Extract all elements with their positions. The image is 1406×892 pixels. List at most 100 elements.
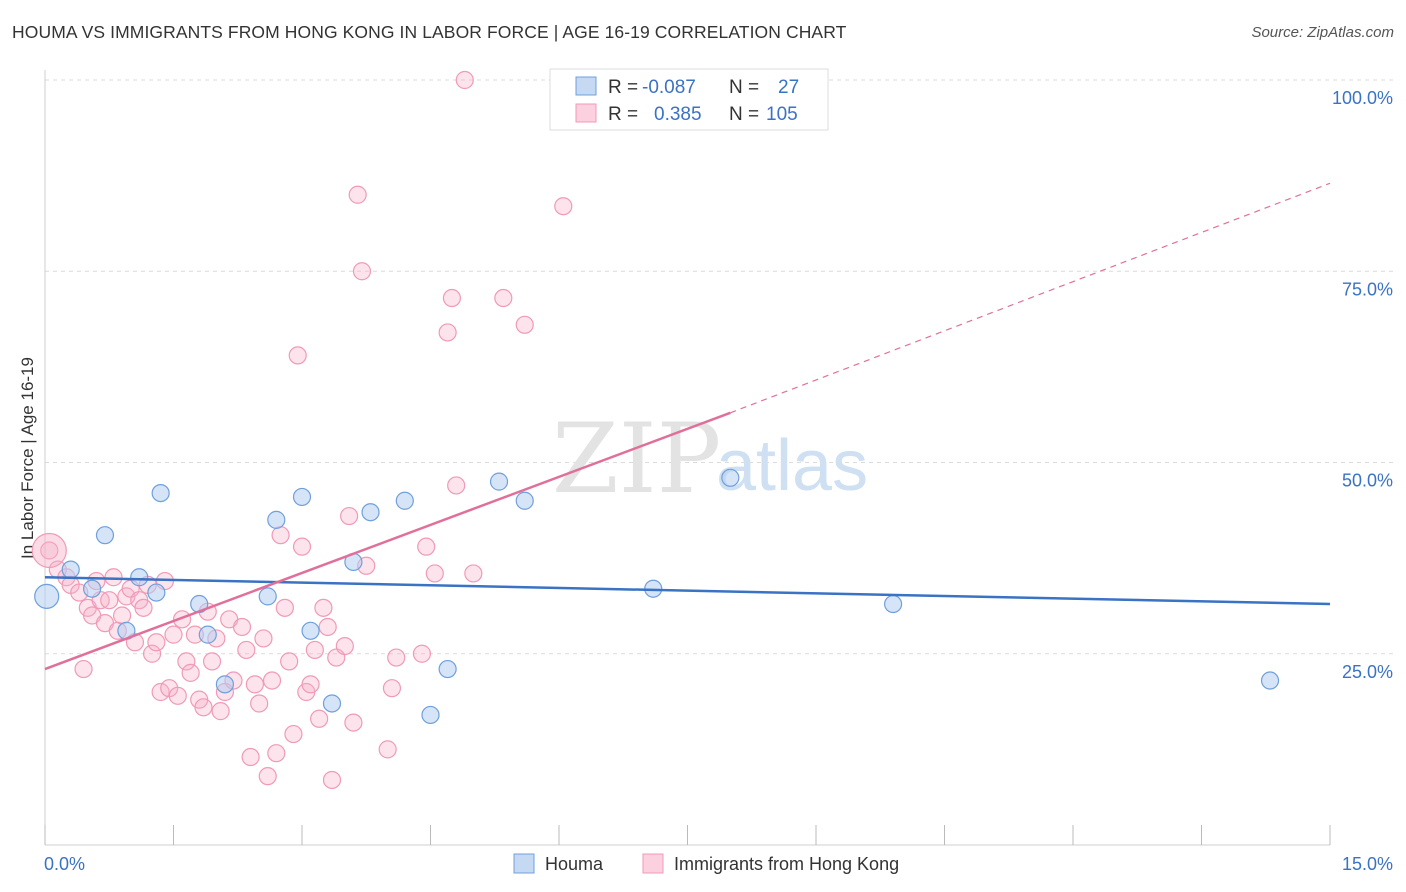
legend-n-label-hong-kong: N =: [729, 104, 759, 125]
y-tick-label: 75.0%: [1342, 279, 1393, 299]
trend-line-hong-kong-extension: [730, 182, 1331, 414]
point-houma: [421, 705, 440, 725]
point-hong-kong: [168, 686, 187, 705]
point-hong-kong: [447, 476, 466, 495]
legend-n-value-hong-kong: 105: [766, 104, 798, 125]
series-houma-points: [34, 468, 1280, 725]
point-hong-kong: [352, 262, 372, 281]
point-hong-kong: [310, 709, 329, 728]
point-houma: [267, 510, 286, 529]
point-hong-kong: [335, 636, 354, 656]
series-hong-kong-points: [31, 70, 573, 790]
point-houma: [147, 583, 166, 602]
point-hong-kong: [74, 659, 93, 679]
point-houma: [322, 694, 342, 713]
x-tick-label-max: 15.0%: [1342, 854, 1393, 874]
point-hong-kong: [241, 747, 260, 767]
point-hong-kong: [301, 675, 320, 694]
point-hong-kong: [288, 346, 307, 365]
point-houma: [395, 491, 414, 510]
point-hong-kong: [181, 663, 200, 682]
x-tick-label-min: 0.0%: [44, 854, 85, 874]
legend-n-value-houma: 27: [778, 77, 799, 98]
point-hong-kong: [412, 644, 432, 663]
point-hong-kong: [232, 617, 252, 637]
point-hong-kong: [194, 698, 213, 717]
point-hong-kong: [284, 724, 303, 744]
point-hong-kong: [344, 713, 363, 732]
watermark: ZIP atlas: [552, 403, 868, 515]
point-houma: [130, 568, 149, 587]
point-hong-kong: [455, 70, 474, 90]
point-houma: [489, 472, 509, 491]
trend-line-hong-kong: [44, 411, 731, 671]
point-hong-kong: [245, 675, 264, 694]
chart-title: HOUMA VS IMMIGRANTS FROM HONG KONG IN LA…: [12, 22, 847, 42]
point-hong-kong: [177, 652, 196, 671]
point-hong-kong: [340, 506, 359, 526]
point-hong-kong: [425, 564, 444, 583]
point-hong-kong: [151, 682, 170, 702]
point-hong-kong: [142, 644, 162, 663]
point-hong-kong: [348, 185, 367, 204]
point-hong-kong: [280, 652, 299, 671]
point-hong-kong: [164, 625, 183, 644]
point-hong-kong: [442, 288, 462, 308]
point-hong-kong-cluster: [31, 532, 67, 569]
point-houma: [151, 484, 170, 503]
point-hong-kong: [100, 591, 119, 610]
point-houma: [61, 560, 80, 579]
point-houma: [83, 579, 102, 598]
point-houma: [883, 594, 903, 614]
point-houma: [95, 526, 115, 545]
point-houma: [215, 675, 234, 694]
point-houma: [515, 491, 534, 510]
point-houma: [34, 583, 60, 609]
point-hong-kong: [318, 617, 337, 637]
point-hong-kong: [387, 648, 406, 667]
point-hong-kong: [104, 568, 123, 587]
point-hong-kong: [254, 629, 273, 648]
point-houma: [301, 621, 320, 640]
point-hong-kong: [40, 541, 59, 560]
bottom-legend-swatch-hong-kong: [642, 853, 664, 874]
watermark-atlas: atlas: [716, 426, 868, 506]
bottom-legend-label-houma: Houma: [545, 854, 604, 874]
bottom-legend-label-hong-kong: Immigrants from Hong Kong: [674, 854, 899, 874]
legend-box: R = -0.087 N = 27 R = 0.385 N = 105: [549, 68, 829, 131]
point-hong-kong: [202, 652, 222, 671]
legend-n-label-houma: N =: [729, 77, 759, 98]
point-hong-kong: [382, 679, 402, 698]
legend-swatch-hong-kong: [575, 103, 597, 123]
point-houma: [361, 503, 380, 522]
point-hong-kong: [554, 197, 573, 216]
y-tick-labels: 25.0% 50.0% 75.0% 100.0%: [1332, 88, 1393, 682]
legend-r-label-houma: R =: [608, 77, 638, 98]
bottom-legend-swatch-houma: [513, 853, 535, 874]
point-hong-kong: [134, 598, 153, 617]
point-hong-kong: [438, 323, 457, 342]
point-hong-kong: [258, 767, 277, 786]
point-houma: [292, 487, 312, 507]
point-hong-kong: [292, 537, 312, 556]
y-tick-label: 50.0%: [1342, 471, 1393, 491]
bottom-legend: Houma Immigrants from Hong Kong: [513, 853, 899, 874]
x-ticks: [44, 825, 1331, 845]
point-hong-kong: [211, 702, 230, 721]
point-hong-kong: [378, 740, 397, 759]
point-hong-kong: [147, 633, 166, 652]
point-hong-kong: [275, 598, 294, 617]
gridlines: [45, 79, 1393, 655]
trend-lines: [44, 182, 1331, 671]
point-hong-kong: [112, 606, 132, 625]
trend-line-houma: [44, 576, 1331, 606]
point-hong-kong: [515, 315, 534, 334]
legend-r-value-houma: -0.087: [642, 77, 696, 98]
point-hong-kong: [494, 288, 513, 308]
point-hong-kong: [417, 537, 436, 556]
point-hong-kong: [271, 526, 290, 545]
point-hong-kong: [314, 598, 333, 617]
y-axis-label: In Labor Force | Age 16-19: [18, 357, 37, 559]
point-hong-kong: [237, 640, 256, 660]
